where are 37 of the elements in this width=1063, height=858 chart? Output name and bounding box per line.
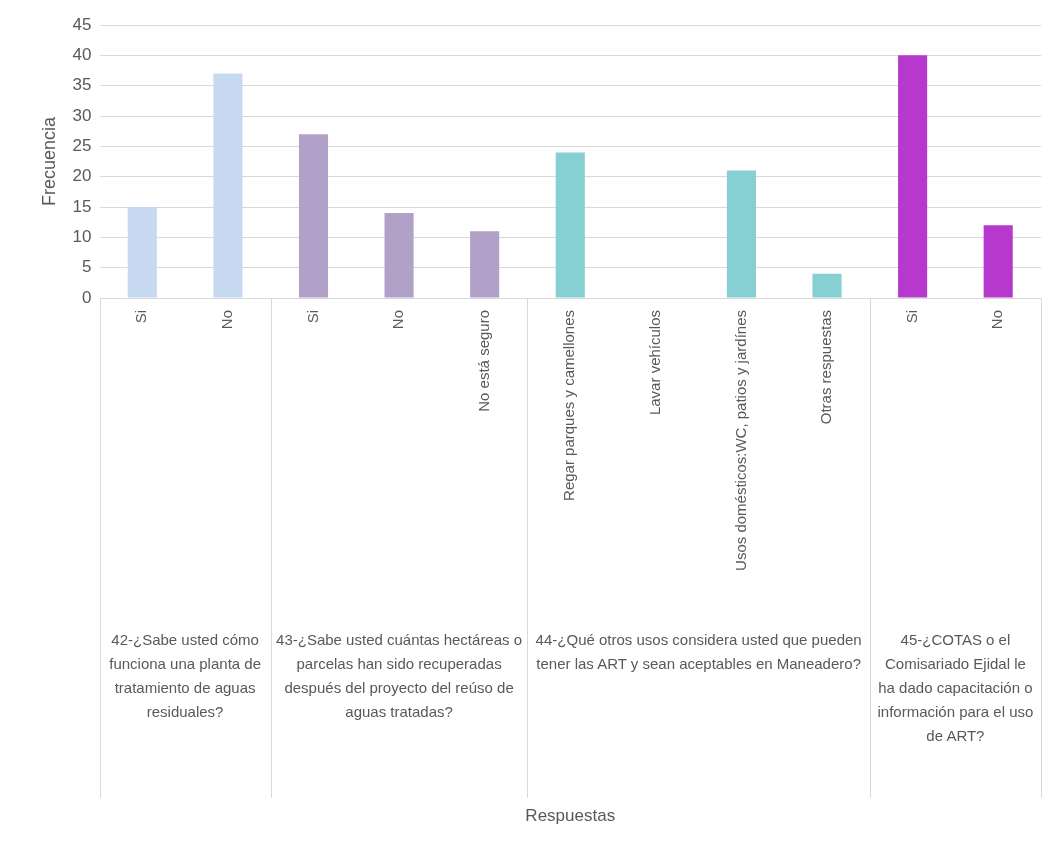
x-tick-label: Lavar vehículos: [645, 310, 663, 416]
x-tick-label: No: [218, 310, 236, 330]
text: 45-¿COTAS o el Comisariado Ejidal le ha dado capacitación o información para el uso de ART?: [877, 630, 1034, 744]
bar: [983, 225, 1013, 298]
y-tick-label: 15: [72, 196, 92, 216]
y-tick-label: 25: [72, 136, 92, 156]
bar: [213, 73, 243, 298]
bar: [384, 213, 414, 298]
y-tick-label: 35: [72, 75, 92, 95]
bar: [812, 273, 842, 298]
y-tick-label: 10: [72, 227, 92, 247]
bar: [555, 152, 585, 298]
text: Respuestas: [525, 806, 616, 826]
bar: [470, 231, 500, 298]
x-tick-label: Regar parques y camellones: [560, 310, 578, 501]
x-tick-label: No está seguro: [474, 310, 492, 412]
bar: [298, 134, 329, 298]
x-tick-label: Usos domésticos:WC, patios y jardínes: [731, 310, 749, 571]
x-tick-label: Otras respuestas: [817, 310, 835, 425]
x-tick-label: No: [389, 310, 407, 330]
bar: [127, 207, 157, 298]
text: 43-¿Sabe usted cuántas hectáreas o parcelas han sido recuperadas después del proyecto del reúso de aguas tratadas?: [276, 630, 523, 720]
y-tick-label: 45: [72, 14, 92, 34]
x-tick-label: Si: [303, 310, 321, 324]
y-tick-label: 20: [72, 166, 92, 186]
y-tick-label: 5: [82, 257, 92, 277]
bar: [898, 55, 928, 298]
x-tick-label: Si: [132, 310, 150, 324]
y-tick-label: 0: [82, 287, 92, 307]
bar: [726, 170, 756, 298]
x-tick-label: No: [988, 310, 1006, 330]
y-tick-label: 30: [72, 105, 92, 125]
text: 42-¿Sabe usted cómo funciona una planta de tratamiento de aguas residuales?: [109, 630, 261, 720]
x-tick-label: Si: [902, 310, 920, 324]
y-tick-label: 40: [72, 45, 92, 65]
y-axis-title: Frecuencia: [38, 115, 59, 207]
text: 44-¿Qué otros usos considera usted que pueden tener las ART y sean aceptables en Maneadero?: [535, 630, 862, 672]
